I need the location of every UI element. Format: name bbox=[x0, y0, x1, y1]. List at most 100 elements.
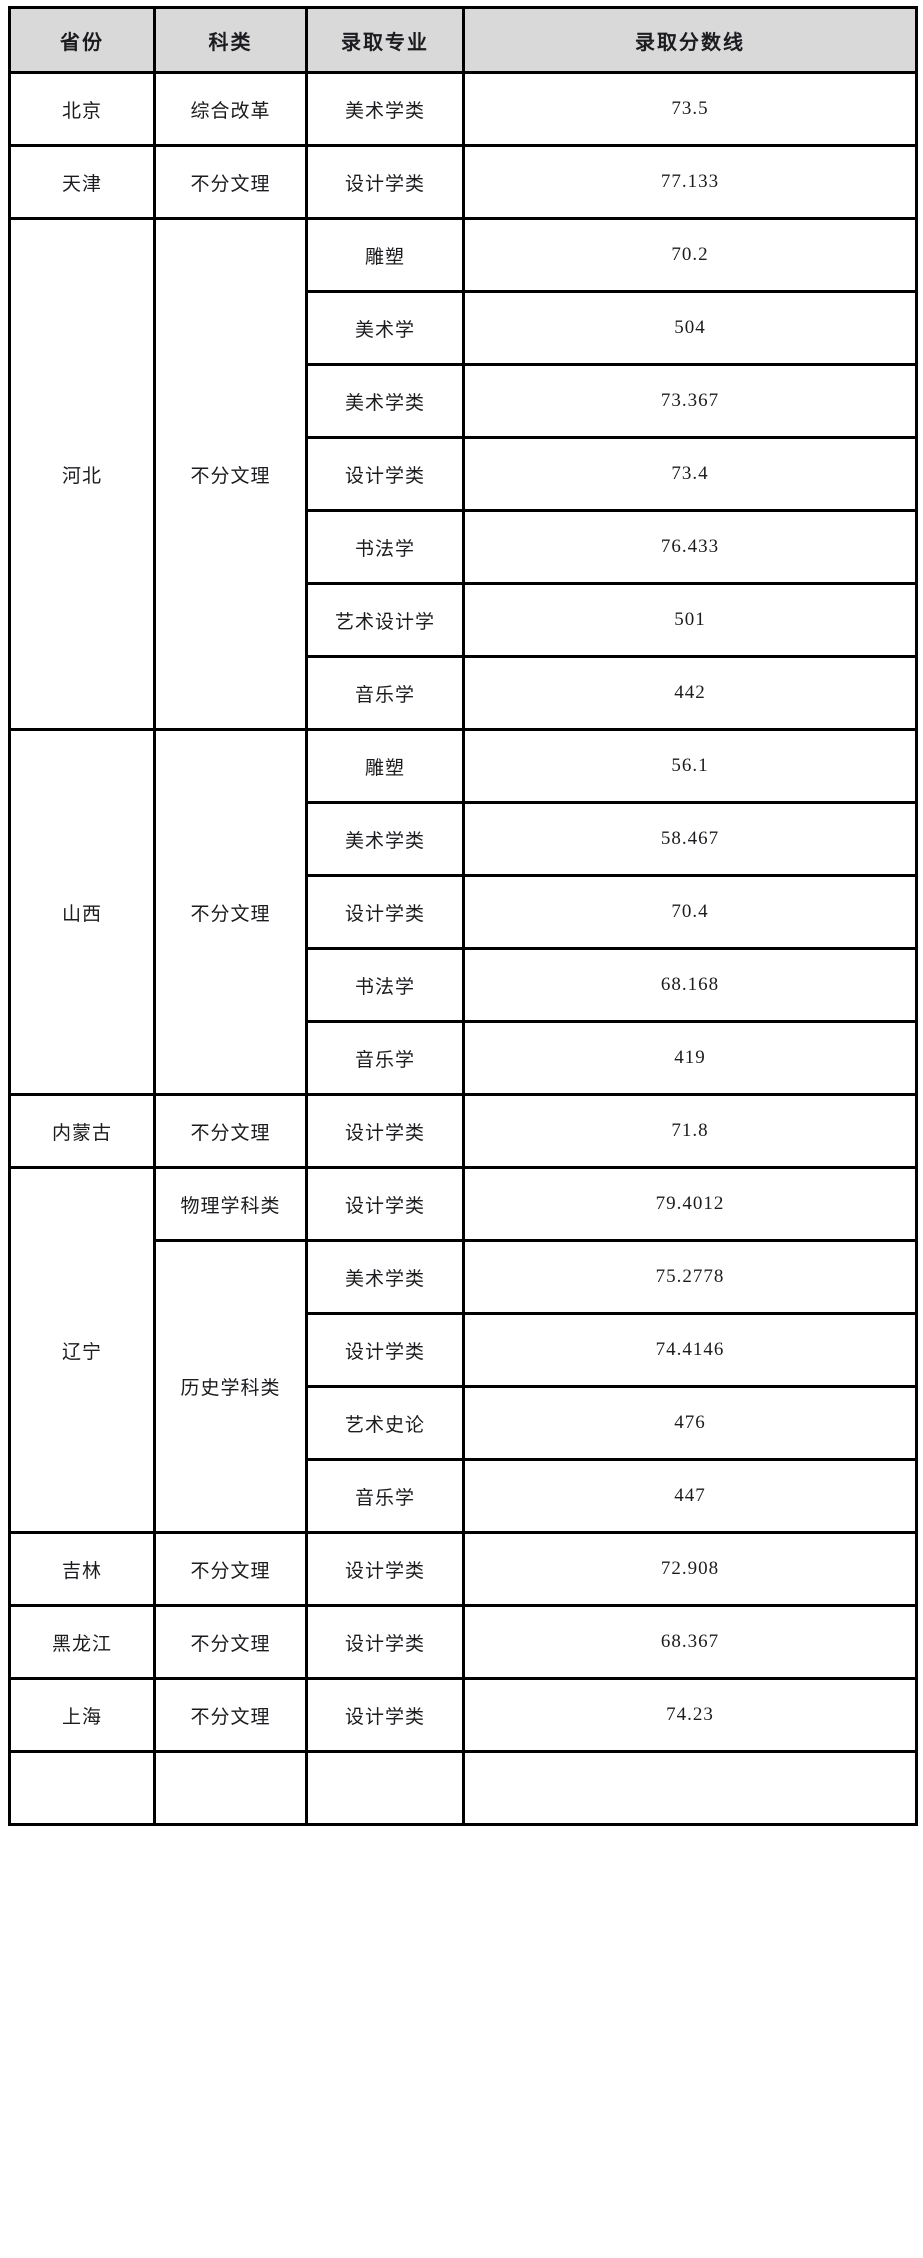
table-row: 上海 不分文理 设计学类 74.23 bbox=[9, 1678, 917, 1753]
cell-category: 不分文理 bbox=[154, 1532, 308, 1607]
cell-score-empty bbox=[463, 1751, 917, 1826]
cell-major: 书法学 bbox=[306, 948, 465, 1023]
table-row: 书法学 68.168 bbox=[10, 948, 917, 1023]
cell-major: 设计学类 bbox=[306, 1167, 465, 1242]
cell-province: 山西 bbox=[9, 729, 156, 1096]
header-row: 省份 科类 录取专业 录取分数线 bbox=[9, 7, 917, 74]
cell-category-empty bbox=[154, 1751, 308, 1826]
table-row: 山西 不分文理 雕塑 56.1 bbox=[9, 729, 917, 1096]
cell-major: 音乐学 bbox=[306, 1021, 465, 1096]
table-row: 设计学类 70.4 bbox=[10, 875, 917, 950]
admission-score-table: 省份 科类 录取专业 录取分数线 北京 综合改革 美术学类 73.5 天津 不分… bbox=[8, 6, 918, 1826]
cell-category: 不分文理 bbox=[154, 729, 308, 1096]
cell-score: 75.2778 bbox=[463, 1240, 917, 1315]
cell-category: 不分文理 bbox=[154, 1094, 308, 1169]
cell-major: 音乐学 bbox=[306, 656, 465, 731]
cell-score: 71.8 bbox=[463, 1094, 917, 1169]
cell-score: 72.908 bbox=[463, 1532, 917, 1607]
cell-category: 不分文理 bbox=[154, 145, 308, 220]
cell-score: 79.4012 bbox=[463, 1167, 917, 1242]
cell-score: 58.467 bbox=[463, 802, 917, 877]
column-header-major: 录取专业 bbox=[306, 7, 465, 74]
cell-category: 综合改革 bbox=[154, 72, 308, 147]
cell-province: 内蒙古 bbox=[9, 1094, 156, 1169]
cell-category: 历史学科类 bbox=[154, 1240, 308, 1534]
table-body: 北京 综合改革 美术学类 73.5 天津 不分文理 设计学类 77.133 河北… bbox=[9, 72, 917, 1826]
cell-major: 艺术史论 bbox=[306, 1386, 465, 1461]
table-row: 设计学类 74.4146 bbox=[10, 1313, 917, 1388]
table-row-partial bbox=[9, 1751, 917, 1826]
cell-category: 不分文理 bbox=[154, 1678, 308, 1753]
cell-major: 设计学类 bbox=[306, 1313, 465, 1388]
table-row: 艺术设计学 501 bbox=[10, 583, 917, 658]
cell-score: 74.23 bbox=[463, 1678, 917, 1753]
cell-score: 442 bbox=[463, 656, 917, 731]
cell-major: 美术学类 bbox=[306, 364, 465, 439]
table-row: 历史学科类 美术学类 75.2778 bbox=[10, 1240, 917, 1534]
table-row: 美术学类 58.467 bbox=[10, 802, 917, 877]
column-header-score: 录取分数线 bbox=[463, 7, 917, 74]
cell-score: 68.367 bbox=[463, 1605, 917, 1680]
table-row: 内蒙古 不分文理 设计学类 71.8 bbox=[9, 1094, 917, 1169]
table-row: 美术学 504 bbox=[10, 291, 917, 366]
cell-score: 76.433 bbox=[463, 510, 917, 585]
cell-score: 73.5 bbox=[463, 72, 917, 147]
table-row: 音乐学 447 bbox=[10, 1459, 917, 1534]
cell-major: 艺术设计学 bbox=[306, 583, 465, 658]
table-row: 北京 综合改革 美术学类 73.5 bbox=[9, 72, 917, 147]
cell-score: 77.133 bbox=[463, 145, 917, 220]
score-table-container: 省份 科类 录取专业 录取分数线 北京 综合改革 美术学类 73.5 天津 不分… bbox=[8, 6, 918, 1826]
cell-major: 美术学类 bbox=[306, 802, 465, 877]
cell-major: 音乐学 bbox=[306, 1459, 465, 1534]
cell-score: 504 bbox=[463, 291, 917, 366]
cell-province: 河北 bbox=[9, 218, 156, 731]
cell-province: 天津 bbox=[9, 145, 156, 220]
cell-major-empty bbox=[306, 1751, 465, 1826]
cell-score: 68.168 bbox=[463, 948, 917, 1023]
cell-category: 不分文理 bbox=[154, 218, 308, 731]
cell-province: 黑龙江 bbox=[9, 1605, 156, 1680]
table-row: 艺术史论 476 bbox=[10, 1386, 917, 1461]
cell-score: 501 bbox=[463, 583, 917, 658]
cell-score: 447 bbox=[463, 1459, 917, 1534]
cell-major: 设计学类 bbox=[306, 875, 465, 950]
cell-major: 书法学 bbox=[306, 510, 465, 585]
cell-score: 74.4146 bbox=[463, 1313, 917, 1388]
cell-major: 设计学类 bbox=[306, 145, 465, 220]
cell-score: 70.4 bbox=[463, 875, 917, 950]
cell-score: 73.367 bbox=[463, 364, 917, 439]
cell-score: 56.1 bbox=[463, 729, 917, 804]
cell-province: 辽宁 bbox=[9, 1167, 156, 1534]
cell-major: 雕塑 bbox=[306, 729, 465, 804]
cell-major: 设计学类 bbox=[306, 437, 465, 512]
table-row: 音乐学 442 bbox=[10, 656, 917, 731]
cell-province-empty bbox=[9, 1751, 156, 1826]
table-row: 设计学类 73.4 bbox=[10, 437, 917, 512]
cell-score: 70.2 bbox=[463, 218, 917, 293]
table-header: 省份 科类 录取专业 录取分数线 bbox=[9, 7, 917, 74]
cell-major: 设计学类 bbox=[306, 1605, 465, 1680]
table-row: 黑龙江 不分文理 设计学类 68.367 bbox=[9, 1605, 917, 1680]
cell-province: 北京 bbox=[9, 72, 156, 147]
cell-major: 美术学类 bbox=[306, 1240, 465, 1315]
cell-province: 上海 bbox=[9, 1678, 156, 1753]
table-row: 吉林 不分文理 设计学类 72.908 bbox=[9, 1532, 917, 1607]
table-row: 美术学类 73.367 bbox=[10, 364, 917, 439]
cell-major: 雕塑 bbox=[306, 218, 465, 293]
cell-major: 设计学类 bbox=[306, 1532, 465, 1607]
cell-major: 设计学类 bbox=[306, 1678, 465, 1753]
cell-score: 476 bbox=[463, 1386, 917, 1461]
table-row: 书法学 76.433 bbox=[10, 510, 917, 585]
cell-major: 设计学类 bbox=[306, 1094, 465, 1169]
table-row: 天津 不分文理 设计学类 77.133 bbox=[9, 145, 917, 220]
cell-province: 吉林 bbox=[9, 1532, 156, 1607]
cell-major: 美术学类 bbox=[306, 72, 465, 147]
cell-score: 73.4 bbox=[463, 437, 917, 512]
cell-score: 419 bbox=[463, 1021, 917, 1096]
table-row: 辽宁 物理学科类 设计学类 79.4012 bbox=[9, 1167, 917, 1534]
column-header-category: 科类 bbox=[154, 7, 308, 74]
cell-category: 物理学科类 bbox=[154, 1167, 308, 1242]
column-header-province: 省份 bbox=[9, 7, 156, 74]
cell-category: 不分文理 bbox=[154, 1605, 308, 1680]
table-row: 河北 不分文理 雕塑 70.2 bbox=[9, 218, 917, 731]
